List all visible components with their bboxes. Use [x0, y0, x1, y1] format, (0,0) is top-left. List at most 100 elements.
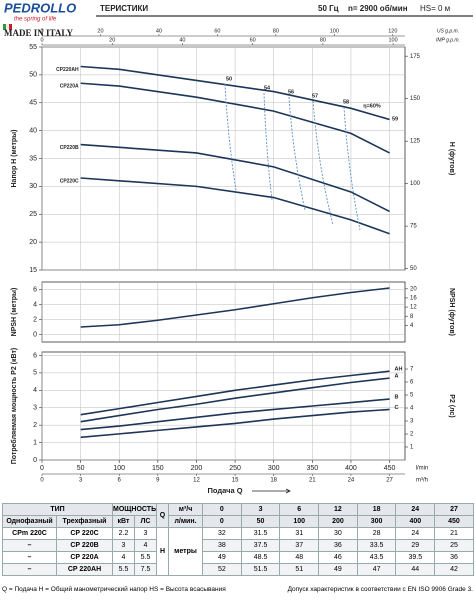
- header-cell: Q: [156, 503, 170, 528]
- y-tick-label: 55: [29, 44, 37, 51]
- table-cell: 49: [202, 551, 242, 564]
- table-cell: 21: [434, 527, 474, 540]
- table-cell: CP 220B: [56, 539, 113, 552]
- header-cell: л/мин.: [168, 515, 204, 528]
- table-cell: 3: [133, 527, 158, 540]
- table-cell: CPm 220C: [2, 527, 57, 540]
- table-cell: 7.5: [133, 563, 158, 576]
- table-cell: 33.5: [356, 539, 397, 552]
- x-tick-label: 250: [229, 465, 241, 472]
- header-cell: м³/ч: [168, 503, 204, 516]
- table-cell: 5.5: [133, 551, 158, 564]
- table-cell: 31: [279, 527, 320, 540]
- x-tick-label: 200: [191, 465, 203, 472]
- curve: [80, 65, 390, 121]
- table-cell: 43.5: [356, 551, 397, 564]
- table-row: Однофазный Трехфазный кВт ЛС л/мин. 0 50 100 200…: [2, 515, 474, 528]
- table-row: – CP 220B 3 4 38 37.5 37 36 33.5 29 25: [2, 539, 474, 552]
- y2-tick-label: 4: [410, 406, 414, 412]
- table-cell: CP 220C: [56, 527, 113, 540]
- table-cell: 2.2: [112, 527, 135, 540]
- header-cell: 0: [202, 503, 242, 516]
- efficiency-line: [312, 100, 334, 226]
- y2-tick-label: 125: [410, 139, 421, 145]
- top-tick-label: 60: [250, 37, 256, 43]
- table-cell: 4: [112, 551, 135, 564]
- page-title: ТЕРИСТИКИ: [100, 4, 148, 13]
- y2-tick-label: 12: [410, 305, 417, 311]
- table-cell: 3: [112, 539, 135, 552]
- x2-tick-label: 27: [386, 478, 393, 484]
- header-cell: 12: [318, 503, 358, 516]
- x2-tick-label: 15: [232, 478, 239, 484]
- y2-tick-label: 8: [410, 314, 414, 320]
- x-tick-label: 150: [152, 465, 164, 472]
- curve-label: AH: [395, 367, 403, 373]
- y-tick-label: 30: [29, 183, 37, 190]
- x-tick-label: 300: [268, 465, 280, 472]
- top-tick-label: 80: [320, 37, 326, 43]
- table-cell: 51: [279, 563, 320, 576]
- efficiency-label: 58: [343, 99, 349, 105]
- curve: [80, 408, 390, 439]
- table-cell: 37: [279, 539, 320, 552]
- table-cell: 49: [318, 563, 358, 576]
- y2-axis-title: NPSH (футов): [448, 288, 455, 336]
- curve-label: CP220B: [60, 145, 79, 151]
- table-cell: 38: [202, 539, 242, 552]
- plot-area: [41, 351, 406, 461]
- curve-label: A: [395, 374, 399, 380]
- efficiency-label: 50: [226, 76, 232, 82]
- brand: PEDROLLO: [4, 0, 76, 15]
- table-cell: 51.5: [240, 563, 281, 576]
- header-cell: 450: [434, 515, 474, 528]
- y-tick-label: 40: [29, 127, 37, 134]
- x2-tick-label: 3: [79, 478, 83, 484]
- top-tick-label: 100: [389, 37, 398, 43]
- curve-label: B: [395, 394, 399, 400]
- table-cell: 4: [133, 539, 158, 552]
- table-cell: 29: [395, 539, 436, 552]
- header-cell: МОЩНОСТЬ: [111, 503, 158, 516]
- y2-tick-label: 7: [410, 367, 414, 373]
- y2-tick-label: 16: [410, 296, 417, 302]
- footer-tolerance: Допуск характеристик в соответствии с EN…: [287, 586, 473, 593]
- table-cell: 31.5: [240, 527, 281, 540]
- y2-tick-label: 4: [410, 323, 414, 329]
- table-cell: 48: [279, 551, 320, 564]
- efficiency-label: 54: [264, 85, 271, 91]
- table-cell: H: [156, 527, 170, 576]
- table-row: – CP 220A 4 5.5 49 48.5 48 46 43.5 39.5 36: [2, 551, 474, 564]
- y-tick-label: 45: [29, 100, 37, 107]
- y-axis-title: Напор H (метры): [11, 130, 18, 188]
- y-tick-label: 3: [33, 405, 37, 412]
- x-tick-label: 50: [77, 465, 85, 472]
- header-cell: Однофазный: [2, 515, 57, 528]
- header-cell: ТИП: [2, 503, 113, 516]
- y2-tick-label: 50: [410, 266, 417, 272]
- x2-tick-label: 6: [118, 478, 122, 484]
- efficiency-line: [288, 96, 306, 211]
- table-cell: 39.5: [395, 551, 436, 564]
- table-cell: 48.5: [240, 551, 281, 564]
- curve: [80, 143, 390, 213]
- efficiency-line: [263, 92, 273, 201]
- y-tick-label: 0: [33, 457, 37, 464]
- y-tick-label: 35: [29, 155, 37, 162]
- top-axis-title: IMP g.p.m.: [436, 37, 460, 43]
- x-arrow: [252, 488, 291, 494]
- x-tick-label: 350: [306, 465, 318, 472]
- x2-tick-label: 18: [270, 478, 277, 484]
- x-unit: l/min: [416, 466, 429, 472]
- y-axis-title: NPSH (метры): [11, 288, 18, 337]
- table-cell: 30: [318, 527, 358, 540]
- x-axis-title: Подача Q: [207, 486, 242, 495]
- table-cell: CP 220AH: [56, 563, 113, 576]
- header-cell: Трехфазный: [56, 515, 113, 528]
- curve-label: CP220AH: [56, 67, 79, 73]
- header-cell: 200: [318, 515, 358, 528]
- suction-height: HS= 0 м: [420, 4, 450, 13]
- y2-tick-label: 150: [410, 96, 421, 102]
